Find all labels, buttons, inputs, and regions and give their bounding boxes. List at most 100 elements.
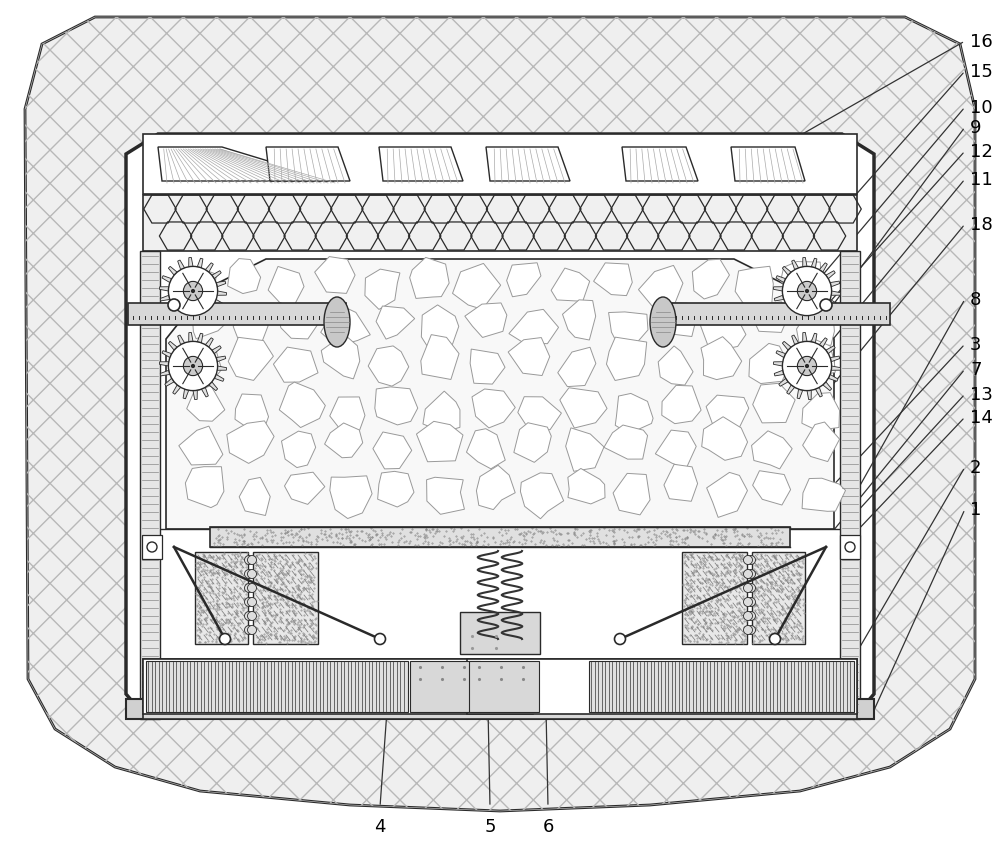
- Bar: [682, 553, 747, 644]
- Polygon shape: [831, 292, 841, 296]
- Polygon shape: [828, 300, 838, 307]
- Circle shape: [248, 570, 257, 579]
- Polygon shape: [453, 264, 501, 310]
- Text: 14: 14: [970, 409, 993, 426]
- Polygon shape: [613, 473, 650, 515]
- Polygon shape: [205, 264, 213, 273]
- Polygon shape: [162, 276, 172, 283]
- Text: 5: 5: [484, 817, 496, 835]
- Polygon shape: [787, 386, 795, 395]
- Polygon shape: [177, 270, 216, 301]
- Polygon shape: [159, 363, 169, 367]
- Polygon shape: [279, 383, 325, 428]
- Polygon shape: [792, 335, 799, 345]
- Circle shape: [248, 612, 257, 621]
- Polygon shape: [811, 334, 817, 344]
- Polygon shape: [281, 432, 316, 468]
- Circle shape: [805, 289, 809, 293]
- Polygon shape: [803, 333, 807, 342]
- Polygon shape: [168, 267, 177, 276]
- Circle shape: [746, 583, 756, 593]
- Bar: [143, 135, 857, 194]
- Circle shape: [245, 612, 254, 621]
- Polygon shape: [466, 429, 505, 469]
- Bar: [143, 659, 857, 719]
- Circle shape: [746, 570, 756, 579]
- Polygon shape: [209, 382, 218, 392]
- Polygon shape: [25, 18, 975, 811]
- Polygon shape: [615, 394, 653, 434]
- Polygon shape: [508, 338, 550, 376]
- Text: 16: 16: [970, 33, 993, 51]
- Circle shape: [248, 598, 257, 606]
- Polygon shape: [798, 339, 835, 378]
- Bar: [142, 536, 162, 560]
- Bar: [410, 661, 480, 712]
- Polygon shape: [216, 357, 226, 363]
- Polygon shape: [227, 421, 274, 464]
- Polygon shape: [830, 357, 840, 363]
- Polygon shape: [797, 315, 803, 324]
- Bar: [210, 527, 790, 548]
- Polygon shape: [830, 281, 840, 287]
- Polygon shape: [664, 465, 698, 502]
- Circle shape: [782, 342, 832, 392]
- Text: 8: 8: [970, 291, 981, 309]
- Polygon shape: [192, 304, 225, 339]
- Polygon shape: [803, 258, 807, 268]
- Polygon shape: [655, 431, 696, 469]
- Polygon shape: [187, 386, 225, 421]
- Polygon shape: [773, 363, 783, 367]
- Circle shape: [744, 598, 753, 606]
- Polygon shape: [185, 467, 224, 508]
- Polygon shape: [562, 300, 596, 340]
- Polygon shape: [823, 382, 832, 392]
- Polygon shape: [378, 472, 414, 508]
- Circle shape: [797, 282, 817, 301]
- Circle shape: [168, 299, 180, 311]
- Circle shape: [744, 570, 753, 579]
- Polygon shape: [209, 307, 218, 316]
- Polygon shape: [212, 271, 221, 280]
- Polygon shape: [558, 348, 596, 387]
- Polygon shape: [826, 346, 835, 354]
- Polygon shape: [828, 375, 838, 382]
- Polygon shape: [566, 428, 604, 472]
- Bar: [146, 661, 408, 712]
- Polygon shape: [609, 312, 648, 346]
- Polygon shape: [330, 476, 372, 519]
- Polygon shape: [197, 334, 203, 344]
- Polygon shape: [268, 267, 304, 309]
- Polygon shape: [753, 471, 791, 506]
- Polygon shape: [376, 306, 415, 339]
- Circle shape: [744, 583, 753, 593]
- Polygon shape: [781, 262, 822, 296]
- Polygon shape: [819, 339, 827, 348]
- Circle shape: [248, 583, 257, 593]
- Polygon shape: [421, 305, 459, 351]
- Polygon shape: [201, 313, 208, 322]
- Circle shape: [220, 634, 231, 645]
- Polygon shape: [701, 337, 742, 380]
- Bar: [143, 530, 857, 699]
- Circle shape: [746, 556, 756, 565]
- Polygon shape: [217, 292, 227, 296]
- Polygon shape: [214, 300, 224, 307]
- Polygon shape: [622, 148, 698, 182]
- Polygon shape: [802, 479, 846, 512]
- Polygon shape: [189, 333, 193, 342]
- Text: 12: 12: [970, 142, 993, 161]
- Polygon shape: [233, 311, 268, 350]
- Circle shape: [845, 543, 855, 553]
- Polygon shape: [214, 375, 224, 382]
- Circle shape: [746, 612, 756, 621]
- Ellipse shape: [650, 298, 676, 347]
- Polygon shape: [787, 310, 795, 320]
- Circle shape: [744, 612, 753, 621]
- Polygon shape: [749, 344, 789, 384]
- Polygon shape: [173, 310, 181, 320]
- Polygon shape: [416, 422, 463, 462]
- Bar: [143, 196, 857, 252]
- Polygon shape: [807, 316, 811, 325]
- Polygon shape: [179, 426, 223, 466]
